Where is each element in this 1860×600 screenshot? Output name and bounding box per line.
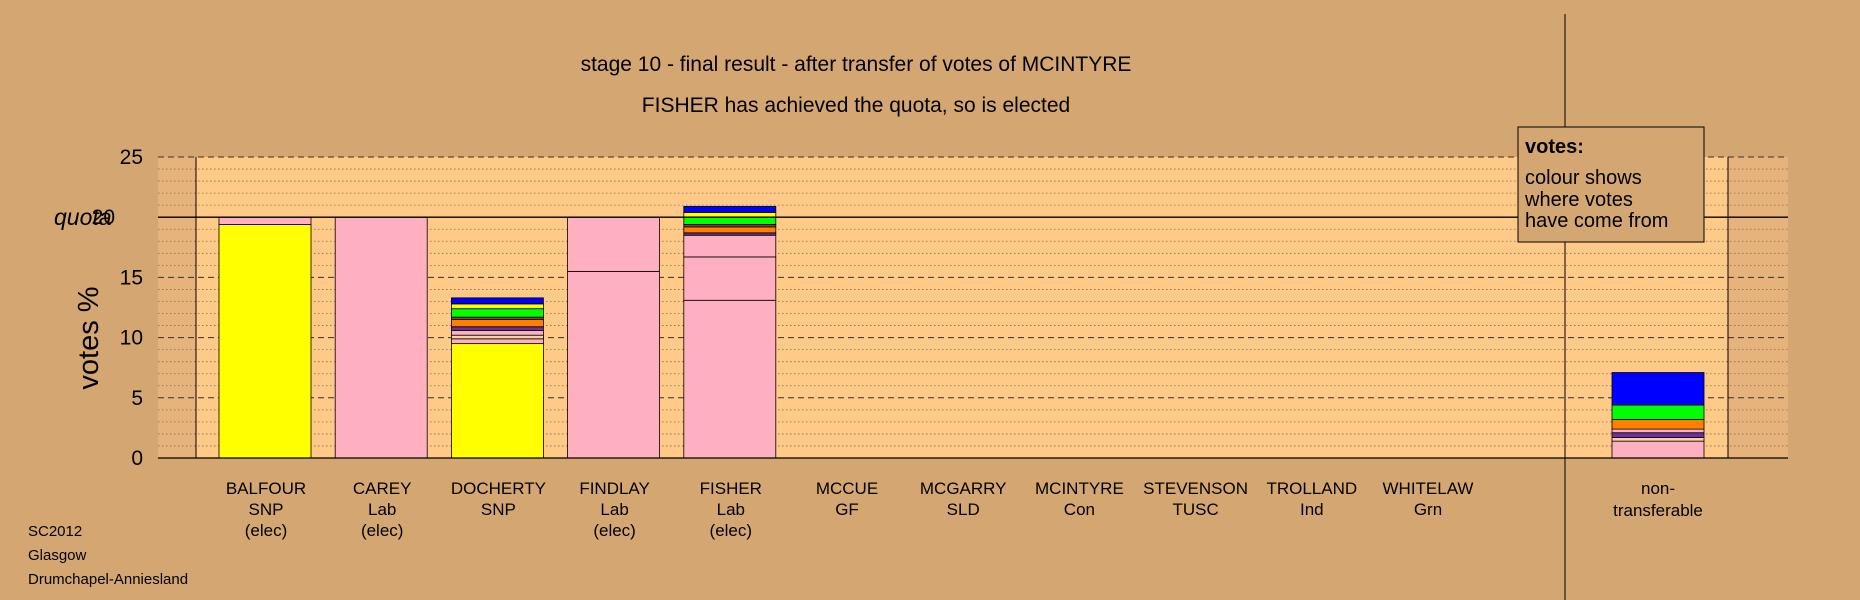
bar-segment <box>683 256 777 301</box>
category-label: (elec) <box>361 521 404 540</box>
category-label: (elec) <box>710 521 753 540</box>
nontransferable-segment <box>1611 440 1705 459</box>
bar-segment <box>218 224 312 459</box>
category-label: Con <box>1064 500 1095 519</box>
legend: votes: colour shows where votes have com… <box>1517 126 1705 243</box>
category-label: CAREY <box>353 479 412 498</box>
bar-segment <box>450 329 544 336</box>
bar-segment <box>567 216 660 272</box>
nontransferable-segment <box>1611 432 1705 438</box>
bar-segment <box>450 297 544 305</box>
legend-line-2: where votes <box>1524 189 1633 211</box>
bar-segment <box>450 338 544 345</box>
nontransferable-label: transferable <box>1613 501 1703 520</box>
category-label: SLD <box>947 500 980 519</box>
y-tick-label: 5 <box>131 387 143 410</box>
nontransferable-segment <box>1611 437 1705 442</box>
category-label: Ind <box>1300 500 1324 519</box>
category-label: WHITELAW <box>1383 479 1474 498</box>
nontransferable-segment <box>1611 404 1705 420</box>
category-label: (elec) <box>245 521 288 540</box>
footer-line-2: Glasgow <box>28 547 87 564</box>
footer-line-1: SC2012 <box>28 523 82 540</box>
category-label: MCCUE <box>816 479 878 498</box>
category-label: SNP <box>481 500 516 519</box>
nontransferable-segment <box>1611 419 1705 430</box>
category-label: SNP <box>249 500 284 519</box>
category-label: DOCHERTY <box>451 479 546 498</box>
plot-area-left-margin <box>158 157 196 458</box>
bar-segment <box>683 226 777 234</box>
category-label: Lab <box>600 500 628 519</box>
category-label: (elec) <box>593 521 636 540</box>
y-tick-label: 10 <box>120 327 143 350</box>
bar-segment <box>567 270 660 459</box>
chart-subtitle: FISHER has achieved the quota, so is ele… <box>642 94 1070 117</box>
quota-tick-label: 20 <box>92 206 115 229</box>
category-label: STEVENSON <box>1143 479 1248 498</box>
bar-segment <box>450 308 544 318</box>
category-label: Lab <box>368 500 396 519</box>
bar-segment <box>683 216 777 225</box>
legend-line-1: colour shows <box>1525 167 1642 189</box>
bar-segment <box>450 303 544 310</box>
bar-segment <box>450 343 544 459</box>
bar-segment <box>683 205 777 213</box>
category-label: MCGARRY <box>920 479 1007 498</box>
y-tick-label: 25 <box>120 146 143 169</box>
category-label: TUSC <box>1172 500 1218 519</box>
category-label: FINDLAY <box>579 479 650 498</box>
category-label: GF <box>835 500 859 519</box>
y-tick-label: 0 <box>131 447 143 470</box>
quota-label: quota <box>54 204 112 230</box>
legend-line-3: have come from <box>1525 210 1668 232</box>
bar-segment <box>450 326 544 331</box>
y-tick-label: 15 <box>120 266 143 289</box>
bar-segment <box>334 216 428 459</box>
bar-segment <box>683 299 777 459</box>
bar-segment <box>683 211 777 218</box>
chart-title: stage 10 - final result - after transfer… <box>581 53 1132 76</box>
footer-line-3: Drumchapel-Anniesland <box>28 571 188 588</box>
category-label: FISHER <box>700 479 762 498</box>
category-label: Grn <box>1414 500 1442 519</box>
bar-segment <box>683 234 777 258</box>
bar-segment <box>218 216 312 225</box>
category-label: MCINTYRE <box>1035 479 1124 498</box>
y-axis-label: votes % <box>73 286 105 389</box>
nontransferable-segment <box>1611 372 1705 406</box>
category-label: BALFOUR <box>226 479 306 498</box>
category-label: TROLLAND <box>1266 479 1357 498</box>
nontransferable-segment <box>1611 428 1705 434</box>
nontransferable-label: non- <box>1641 479 1675 498</box>
legend-box <box>1517 126 1705 243</box>
category-label: Lab <box>717 500 745 519</box>
bar-segment <box>450 319 544 328</box>
legend-title: votes: <box>1525 136 1584 158</box>
bar-segment <box>450 334 544 340</box>
plot-area-right-margin <box>1728 157 1788 458</box>
